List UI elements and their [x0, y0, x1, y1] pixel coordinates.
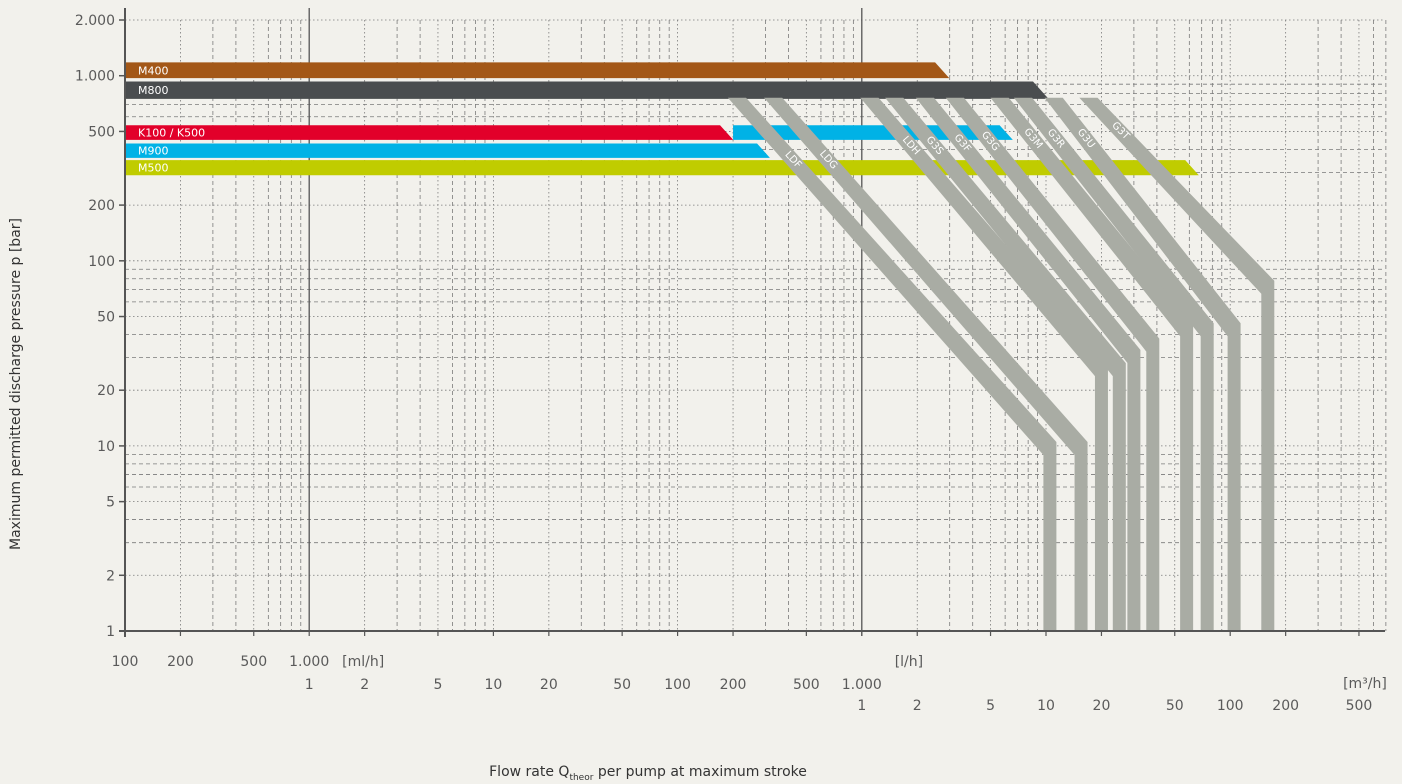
axes-layer: 2.000 1.000 500 200 100 50 20 10 5 2 1 100 200 500 1.0…: [75, 8, 1387, 714]
x-tick-label: 500: [1346, 698, 1373, 714]
x-tick-label: 200: [720, 677, 747, 693]
x-tick-label: 50: [613, 677, 631, 693]
band-label-m400: M400: [138, 64, 169, 77]
x-axis-title-rest: per pump at maximum stroke: [593, 764, 806, 780]
y-tick-label: 20: [97, 383, 115, 399]
x-tick-label: 5: [433, 677, 442, 693]
band-label-m900: M900: [138, 145, 169, 158]
diagonal-g3t: [1079, 97, 1275, 632]
x-axis-title: Flow rate Qtheor per pump at maximum str…: [489, 764, 807, 783]
diagonals-layer: [727, 97, 1275, 632]
band-m800: [126, 81, 1049, 99]
x-tick-label: 200: [167, 654, 194, 670]
x-tick-label: 1: [857, 698, 866, 714]
x-tick-label: 100: [112, 654, 139, 670]
y-tick-label: 2.000: [75, 13, 115, 29]
band-m900: [126, 143, 770, 158]
y-axis-title: Maximum permitted discharge pressure p […: [8, 218, 24, 550]
x-tick-label: 500: [793, 677, 820, 693]
y-tick-label: 200: [88, 198, 115, 214]
x-tick-label: 1.000: [289, 654, 329, 670]
x-tick-label: 200: [1272, 698, 1299, 714]
x-tick-label: 20: [1093, 698, 1111, 714]
x-tick-label: 100: [664, 677, 691, 693]
x-tick-label: 10: [484, 677, 502, 693]
diagonal-g3u: [1044, 97, 1241, 632]
x-axis-title-subscript: theor: [569, 773, 593, 783]
y-tick-label: 10: [97, 439, 115, 455]
y-tick-label: 100: [88, 254, 115, 270]
x-tick-label: 10: [1037, 698, 1055, 714]
y-tick-label: 500: [88, 124, 115, 140]
band-k100-k500: [126, 125, 734, 140]
y-tick-label: 1: [106, 624, 115, 640]
x-tick-label: 100: [1217, 698, 1244, 714]
x-tick-label: 1.000: [842, 677, 882, 693]
x-axis-title-main: Flow rate Q: [489, 764, 569, 780]
band-label-k100-k500: K100 / K500: [138, 127, 205, 140]
bands-layer: [126, 62, 1199, 176]
x-tick-label: 2: [360, 677, 369, 693]
diagonal-g3r: [1013, 97, 1214, 632]
x-tick-label: 2: [913, 698, 922, 714]
band-m400: [126, 62, 950, 79]
band-label-m500: M500: [138, 162, 169, 175]
x-tick-label: 5: [986, 698, 995, 714]
band-label-m800: M800: [138, 84, 169, 97]
x-unit-label: [m³/h]: [1343, 676, 1387, 692]
y-tick-label: 1.000: [75, 69, 115, 85]
x-unit-label: [ml/h]: [342, 654, 384, 670]
x-tick-label: 500: [240, 654, 267, 670]
x-tick-label: 50: [1166, 698, 1184, 714]
y-tick-label: 5: [106, 495, 115, 511]
band-m500: [126, 160, 1199, 176]
diagonal-g3m: [990, 97, 1194, 632]
y-tick-label: 2: [106, 568, 115, 584]
x-tick-label: 20: [540, 677, 558, 693]
x-unit-label: [l/h]: [895, 654, 923, 670]
x-tick-label: 1: [305, 677, 314, 693]
y-tick-label: 50: [97, 310, 115, 326]
